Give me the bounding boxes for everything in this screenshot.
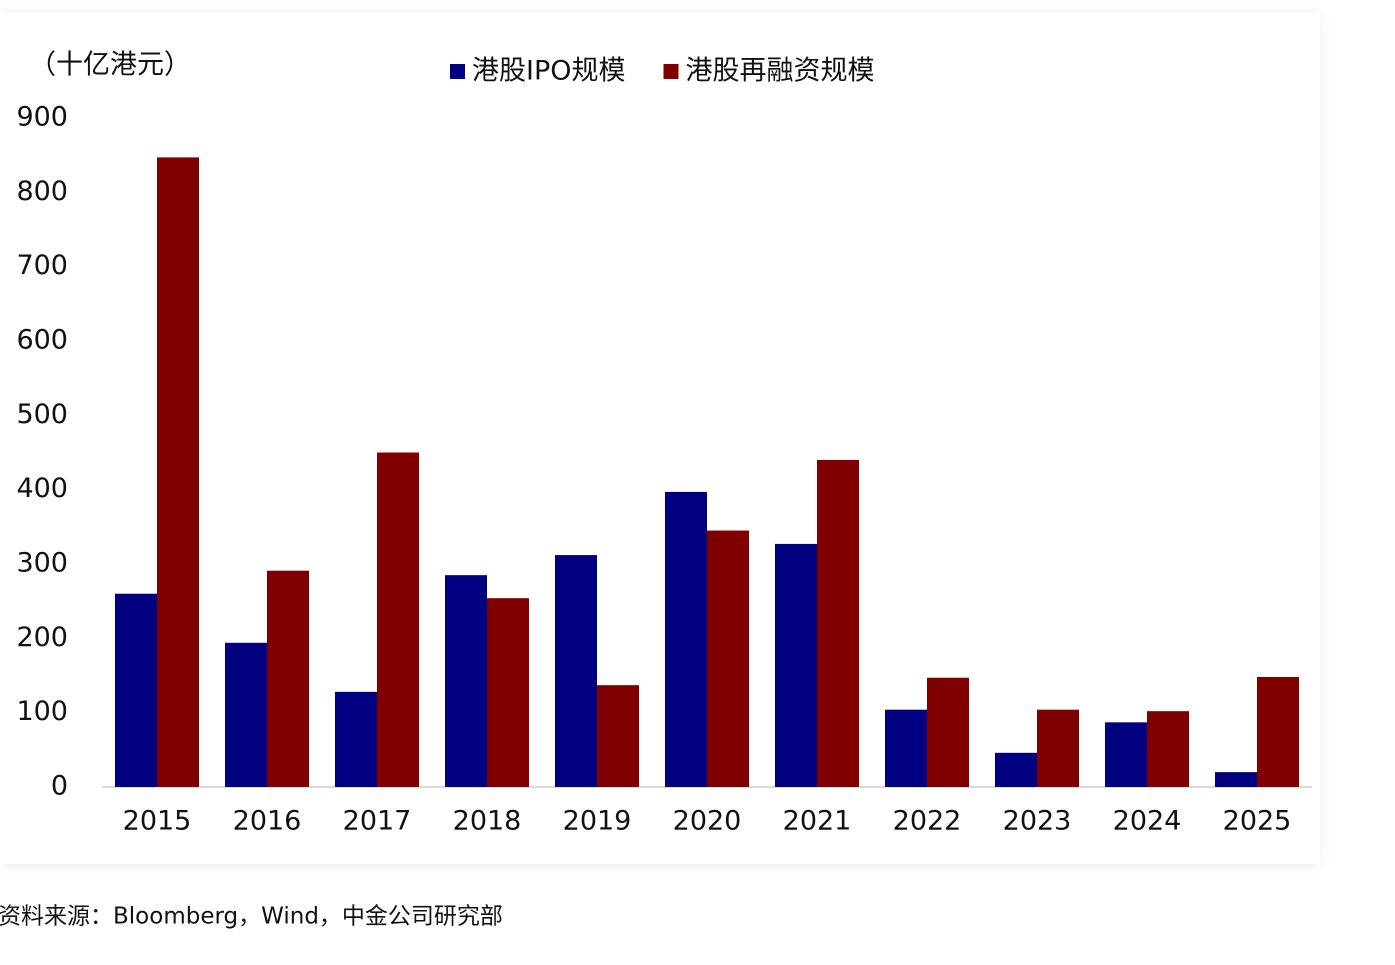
bar [775,543,817,787]
x-tick-label: 2021 [783,806,852,837]
bar [817,459,859,787]
x-tick-label: 2017 [343,806,412,837]
bar [1147,711,1189,787]
x-tick-label: 2023 [1003,806,1072,837]
x-tick-label: 2022 [893,806,962,837]
legend-swatch [663,64,679,79]
bar [1105,722,1147,787]
y-axis-unit: （十亿港元） [29,50,191,81]
bar [335,691,377,787]
bar [1215,772,1257,787]
bar [377,452,419,787]
bar [115,593,157,787]
bar [267,570,309,787]
y-tick-label: 700 [16,250,68,281]
x-tick-label: 2024 [1113,806,1182,837]
x-tick-label: 2015 [123,806,192,837]
y-tick-label: 100 [16,696,68,727]
bar [1037,709,1079,787]
y-tick-label: 0 [51,771,68,802]
y-tick-label: 500 [16,399,68,430]
bar [885,709,927,787]
x-tick-label: 2025 [1223,806,1292,837]
bar [597,685,639,787]
x-tick-label: 2018 [453,806,522,837]
y-tick-label: 900 [16,102,68,133]
bar [995,752,1037,787]
bar [157,157,199,787]
y-tick-label: 300 [16,548,68,579]
bar [225,642,267,787]
y-tick-label: 200 [16,622,68,653]
bar [665,491,707,787]
x-tick-label: 2020 [673,806,742,837]
chart-card [0,12,1320,864]
y-tick-label: 800 [16,176,68,207]
x-tick-label: 2016 [233,806,302,837]
bar [555,555,597,787]
x-tick-label: 2019 [563,806,632,837]
bar [1257,676,1299,787]
legend-label: 港股再融资规模 [686,56,875,87]
legend-label: 港股IPO规模 [472,56,626,87]
y-tick-label: 600 [16,325,68,356]
y-tick-label: 400 [16,473,68,504]
legend-swatch [450,64,465,79]
bar [445,575,487,787]
bar [487,598,529,787]
source-note: 资料来源：Bloomberg，Wind，中金公司研究部 [0,904,503,930]
bar [707,530,749,787]
bar [927,677,969,787]
